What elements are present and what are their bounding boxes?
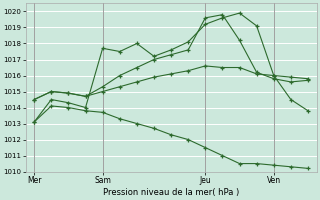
- X-axis label: Pression niveau de la mer( hPa ): Pression niveau de la mer( hPa ): [103, 188, 239, 197]
